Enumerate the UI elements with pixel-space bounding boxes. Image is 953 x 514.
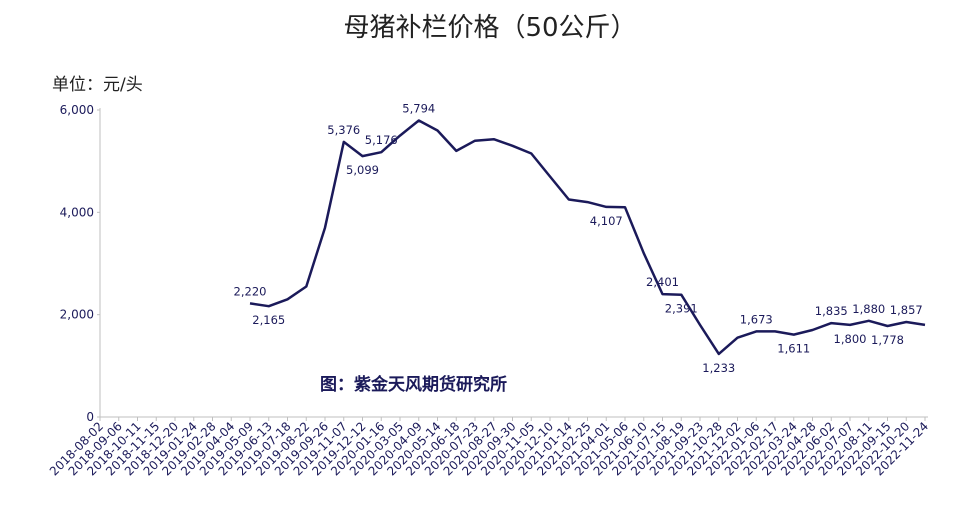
value-label: 2,391 (665, 302, 698, 316)
y-tick-label: 6,000 (60, 103, 94, 117)
value-label: 1,233 (702, 361, 735, 375)
value-label: 1,835 (815, 304, 848, 318)
value-label: 5,794 (402, 102, 435, 116)
y-unit: 单位：元/头 (52, 75, 143, 95)
line (249, 119, 926, 356)
value-label: 2,220 (234, 284, 267, 298)
value-label: 2,401 (646, 275, 679, 289)
value-label: 1,673 (740, 312, 773, 326)
value-label: 1,778 (871, 333, 904, 347)
y-tick-label: 2,000 (60, 308, 94, 322)
value-label: 5,176 (365, 133, 398, 147)
y-tick-label: 4,000 (60, 205, 94, 219)
value-label: 1,880 (852, 302, 885, 316)
value-label: 5,376 (327, 123, 360, 137)
chart-title: 母猪补栏价格（50公斤） (343, 13, 636, 43)
value-label: 2,165 (252, 313, 285, 327)
value-label: 1,857 (890, 303, 923, 317)
source: 图：紫金天风期货研究所 (320, 374, 507, 395)
value-label: 5,099 (346, 163, 379, 177)
value-label: 1,800 (834, 332, 867, 346)
y-tick-label: 0 (86, 410, 94, 424)
value-label: 1,611 (777, 342, 810, 356)
value-label: 4,107 (590, 214, 623, 228)
